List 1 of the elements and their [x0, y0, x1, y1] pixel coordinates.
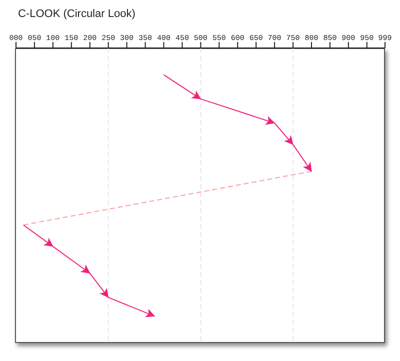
chart-title: C-LOOK (Circular Look)	[18, 8, 136, 20]
